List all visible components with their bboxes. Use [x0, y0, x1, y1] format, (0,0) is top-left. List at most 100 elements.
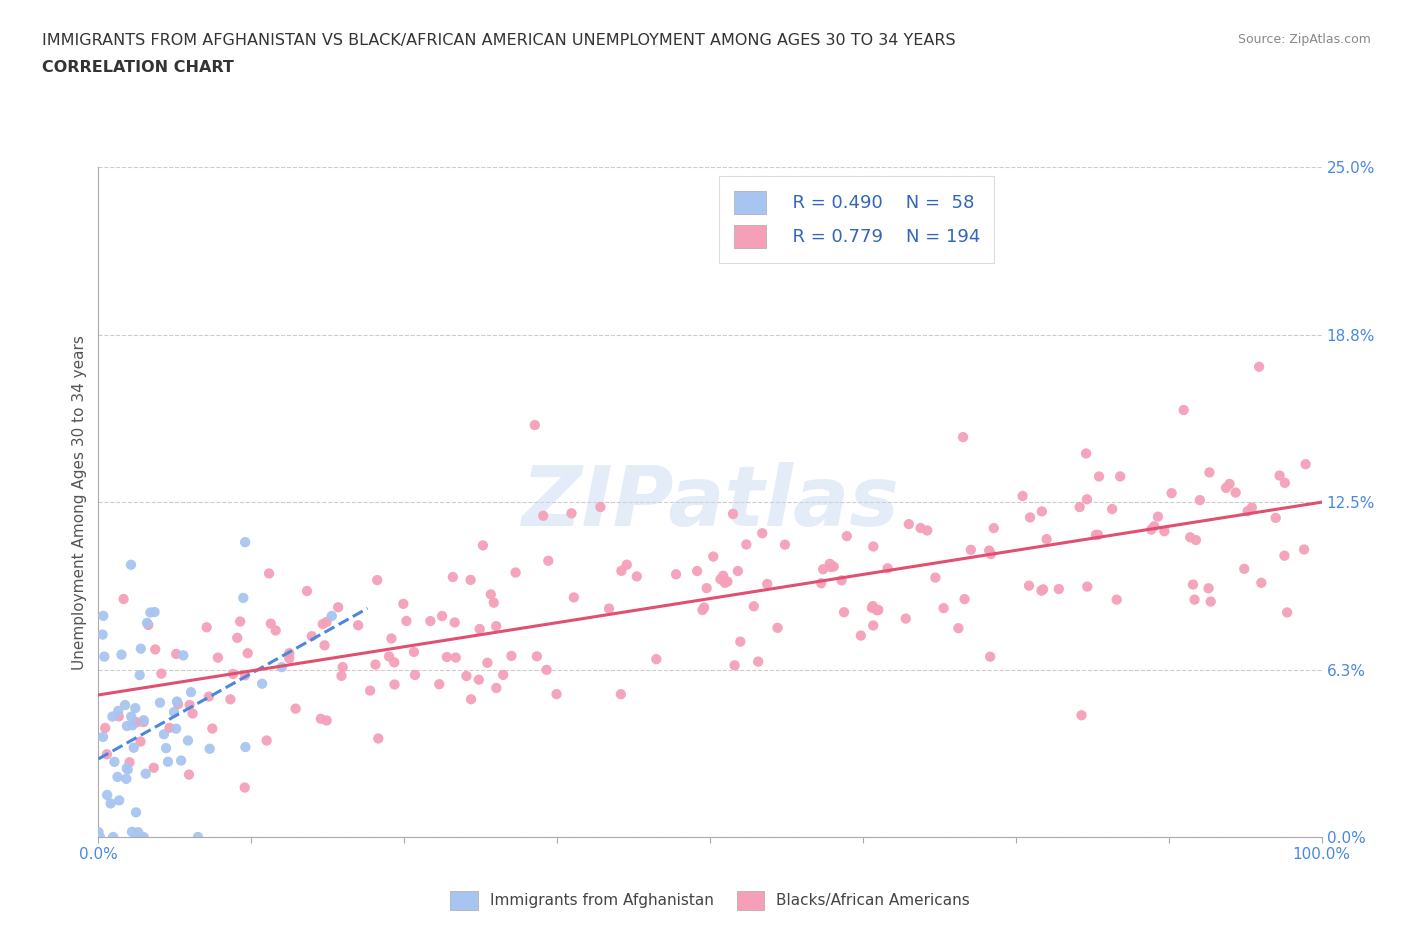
Point: [1181, 578, 1204, 592]
Point: [910, 521, 932, 536]
Point: [693, 600, 716, 615]
Point: [315, 713, 337, 728]
Point: [233, 535, 256, 550]
Point: [980, 547, 1002, 562]
Point: [135, 766, 157, 781]
Point: [260, 617, 283, 631]
Point: [380, 631, 402, 646]
Point: [468, 621, 491, 636]
Text: ZIPatlas: ZIPatlas: [522, 461, 898, 543]
Point: [1032, 582, 1054, 597]
Point: [367, 731, 389, 746]
Point: [1274, 548, 1296, 563]
Point: [702, 549, 724, 564]
Point: [1153, 524, 1175, 538]
Point: [915, 523, 938, 538]
Point: [132, 714, 155, 729]
Point: [172, 648, 194, 663]
Point: [120, 710, 142, 724]
Point: [96, 788, 118, 803]
Point: [523, 418, 546, 432]
Point: [177, 767, 200, 782]
Point: [501, 648, 523, 663]
Point: [236, 645, 259, 660]
Point: [115, 761, 138, 776]
Point: [301, 629, 323, 644]
Point: [1264, 511, 1286, 525]
Point: [756, 577, 779, 591]
Point: [645, 652, 668, 667]
Point: [766, 620, 789, 635]
Text: CORRELATION CHART: CORRELATION CHART: [42, 60, 233, 75]
Point: [198, 741, 221, 756]
Point: [1047, 581, 1070, 596]
Point: [735, 537, 758, 551]
Point: [1215, 481, 1237, 496]
Point: [108, 793, 131, 808]
Point: [948, 620, 970, 635]
Point: [468, 672, 491, 687]
Point: [150, 666, 173, 681]
Point: [201, 721, 224, 736]
Point: [101, 710, 124, 724]
Point: [1188, 493, 1211, 508]
Point: [1294, 542, 1316, 557]
Point: [315, 615, 337, 630]
Point: [257, 566, 280, 581]
Point: [773, 538, 796, 552]
Point: [107, 703, 129, 718]
Point: [862, 599, 884, 614]
Point: [849, 628, 872, 643]
Point: [562, 590, 585, 604]
Point: [1184, 592, 1206, 607]
Point: [505, 565, 527, 580]
Point: [479, 587, 502, 602]
Point: [264, 623, 287, 638]
Point: [477, 656, 499, 671]
Point: [714, 576, 737, 591]
Point: [382, 655, 405, 670]
Point: [1218, 476, 1240, 491]
Point: [537, 553, 560, 568]
Point: [546, 686, 568, 701]
Point: [1018, 578, 1040, 593]
Point: [610, 564, 633, 578]
Point: [101, 830, 124, 844]
Point: [103, 754, 125, 769]
Point: [159, 721, 181, 736]
Point: [125, 830, 148, 844]
Point: [485, 618, 508, 633]
Point: [721, 507, 744, 522]
Point: [115, 772, 138, 787]
Point: [91, 608, 114, 623]
Point: [1084, 527, 1107, 542]
Point: [404, 668, 426, 683]
Point: [430, 608, 453, 623]
Point: [835, 528, 858, 543]
Point: [1198, 465, 1220, 480]
Point: [120, 557, 142, 572]
Point: [278, 651, 301, 666]
Point: [235, 739, 257, 754]
Point: [730, 634, 752, 649]
Point: [392, 596, 415, 611]
Point: [149, 696, 172, 711]
Point: [366, 573, 388, 588]
Point: [1031, 583, 1053, 598]
Point: [125, 805, 148, 820]
Point: [222, 667, 245, 682]
Point: [198, 689, 221, 704]
Point: [121, 824, 143, 839]
Point: [876, 561, 898, 576]
Text: Source: ZipAtlas.com: Source: ZipAtlas.com: [1237, 33, 1371, 46]
Point: [983, 521, 1005, 536]
Point: [727, 564, 749, 578]
Point: [165, 646, 187, 661]
Point: [1074, 446, 1097, 461]
Point: [862, 539, 884, 554]
Point: [536, 662, 558, 677]
Point: [143, 604, 166, 619]
Point: [132, 712, 155, 727]
Point: [823, 559, 845, 574]
Y-axis label: Unemployment Among Ages 30 to 34 years: Unemployment Among Ages 30 to 34 years: [72, 335, 87, 670]
